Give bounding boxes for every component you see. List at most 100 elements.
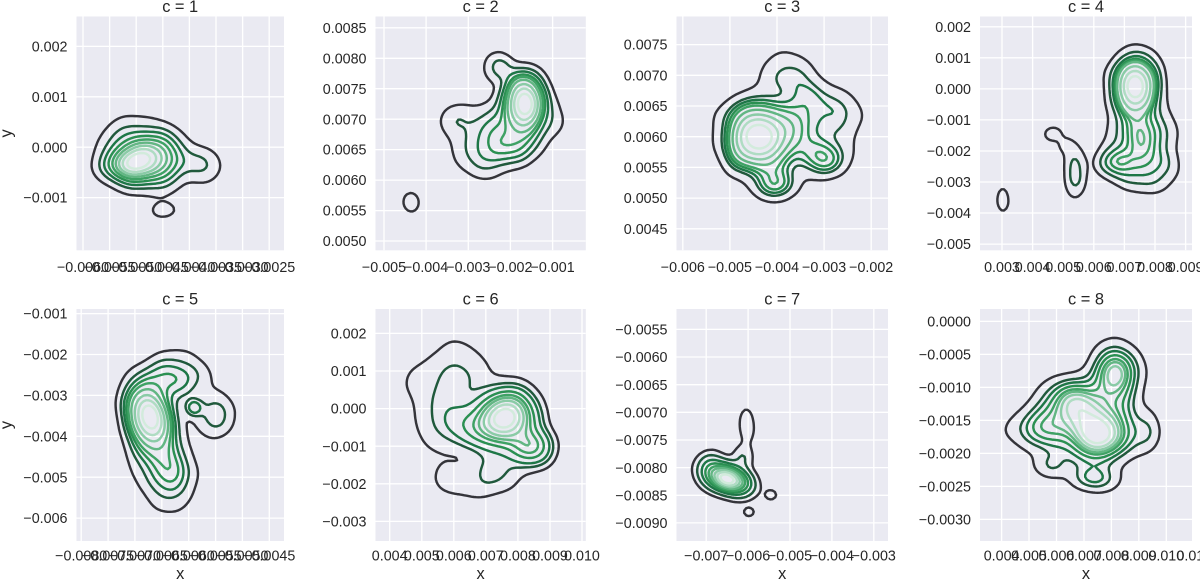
svg-text:0.005: 0.005 [1011, 549, 1047, 565]
svg-text:0.002: 0.002 [331, 327, 367, 343]
svg-text:x: x [176, 565, 185, 582]
svg-text:0.004: 0.004 [984, 549, 1020, 565]
svg-text:0.009: 0.009 [532, 549, 568, 565]
svg-text:c = 7: c = 7 [764, 291, 800, 309]
svg-text:−0.0090: −0.0090 [615, 516, 667, 532]
svg-text:0.000: 0.000 [32, 140, 68, 156]
svg-text:−0.0035: −0.0035 [190, 260, 242, 276]
svg-text:0.005: 0.005 [404, 549, 440, 565]
svg-text:0.0070: 0.0070 [323, 112, 367, 128]
svg-text:0.0065: 0.0065 [323, 143, 367, 159]
svg-text:0.0000: 0.0000 [927, 315, 971, 331]
svg-text:0.009: 0.009 [1168, 260, 1200, 276]
svg-text:0.0060: 0.0060 [323, 173, 367, 189]
svg-text:−0.006: −0.006 [726, 549, 770, 565]
svg-text:−0.005: −0.005 [927, 237, 971, 253]
svg-text:−0.004: −0.004 [927, 206, 971, 222]
svg-text:−0.002: −0.002 [322, 477, 366, 493]
svg-text:−0.001: −0.001 [927, 113, 971, 129]
svg-text:x: x [476, 565, 485, 582]
svg-text:−0.0080: −0.0080 [615, 461, 667, 477]
svg-text:0.007: 0.007 [1107, 260, 1143, 276]
svg-text:−0.0070: −0.0070 [615, 405, 667, 421]
svg-text:x: x [1082, 565, 1091, 582]
svg-text:−0.0070: −0.0070 [109, 549, 161, 565]
svg-text:0.000: 0.000 [331, 402, 367, 418]
svg-text:−0.004: −0.004 [755, 260, 799, 276]
svg-text:−0.0060: −0.0060 [57, 260, 109, 276]
svg-text:0.0075: 0.0075 [323, 82, 367, 98]
svg-text:−0.003: −0.003 [852, 549, 896, 565]
svg-text:0.010: 0.010 [1148, 549, 1184, 565]
svg-text:−0.0045: −0.0045 [137, 260, 189, 276]
svg-text:c = 4: c = 4 [1068, 0, 1104, 16]
svg-text:0.0080: 0.0080 [323, 51, 367, 67]
svg-text:−0.002: −0.002 [927, 144, 971, 160]
svg-text:−0.002: −0.002 [488, 260, 532, 276]
svg-text:0.006: 0.006 [1076, 260, 1112, 276]
svg-text:−0.0050: −0.0050 [216, 549, 268, 565]
svg-text:−0.0025: −0.0025 [919, 480, 971, 496]
svg-text:y: y [0, 420, 16, 429]
svg-text:−0.004: −0.004 [810, 549, 854, 565]
svg-text:0.004: 0.004 [372, 549, 408, 565]
svg-text:−0.003: −0.003 [927, 175, 971, 191]
svg-text:c = 5: c = 5 [162, 291, 198, 309]
svg-text:c = 8: c = 8 [1068, 291, 1104, 309]
svg-text:0.0060: 0.0060 [624, 130, 668, 146]
svg-text:−0.0015: −0.0015 [919, 414, 971, 430]
svg-text:0.0050: 0.0050 [624, 191, 668, 207]
svg-text:−0.0055: −0.0055 [84, 260, 136, 276]
svg-text:−0.0075: −0.0075 [82, 549, 134, 565]
svg-text:−0.0060: −0.0060 [615, 350, 667, 366]
svg-text:0.008: 0.008 [1137, 260, 1173, 276]
svg-text:−0.004: −0.004 [23, 429, 67, 445]
svg-text:−0.001: −0.001 [531, 260, 575, 276]
svg-text:0.0055: 0.0055 [323, 204, 367, 220]
svg-text:−0.0045: −0.0045 [243, 549, 295, 565]
svg-text:−0.005: −0.005 [362, 260, 406, 276]
svg-text:−0.003: −0.003 [446, 260, 490, 276]
svg-text:−0.001: −0.001 [23, 307, 67, 323]
svg-text:−0.004: −0.004 [404, 260, 448, 276]
svg-text:0.005: 0.005 [1045, 260, 1081, 276]
svg-text:−0.0005: −0.0005 [919, 348, 971, 364]
svg-text:−0.002: −0.002 [23, 348, 67, 364]
svg-text:c = 6: c = 6 [463, 291, 499, 309]
svg-text:0.008: 0.008 [1094, 549, 1130, 565]
svg-text:−0.0065: −0.0065 [136, 549, 188, 565]
svg-text:0.0050: 0.0050 [323, 234, 367, 250]
svg-text:−0.0040: −0.0040 [163, 260, 215, 276]
svg-text:−0.005: −0.005 [708, 260, 752, 276]
svg-text:0.001: 0.001 [331, 364, 367, 380]
svg-text:−0.0055: −0.0055 [615, 323, 667, 339]
svg-text:0.006: 0.006 [436, 549, 472, 565]
svg-text:0.002: 0.002 [935, 20, 971, 36]
svg-text:−0.0030: −0.0030 [919, 513, 971, 529]
svg-text:0.0070: 0.0070 [624, 68, 668, 84]
svg-text:0.001: 0.001 [935, 51, 971, 67]
svg-text:0.0065: 0.0065 [624, 99, 668, 115]
svg-text:0.002: 0.002 [32, 40, 68, 56]
svg-text:−0.006: −0.006 [23, 511, 67, 527]
svg-text:−0.005: −0.005 [23, 470, 67, 486]
svg-text:−0.0080: −0.0080 [55, 549, 107, 565]
svg-text:−0.005: −0.005 [768, 549, 812, 565]
svg-text:0.007: 0.007 [1066, 549, 1102, 565]
svg-text:0.0055: 0.0055 [624, 161, 668, 177]
svg-text:−0.003: −0.003 [802, 260, 846, 276]
svg-text:−0.001: −0.001 [322, 439, 366, 455]
svg-text:c = 1: c = 1 [162, 0, 198, 16]
svg-text:0.009: 0.009 [1121, 549, 1157, 565]
svg-text:−0.003: −0.003 [23, 389, 67, 405]
svg-text:0.0085: 0.0085 [323, 21, 367, 37]
svg-text:c = 2: c = 2 [463, 0, 499, 16]
svg-text:0.001: 0.001 [32, 90, 68, 106]
svg-text:0.006: 0.006 [1039, 549, 1075, 565]
svg-text:−0.0085: −0.0085 [615, 488, 667, 504]
svg-text:−0.0020: −0.0020 [919, 447, 971, 463]
svg-text:0.0045: 0.0045 [624, 222, 668, 238]
svg-text:−0.0010: −0.0010 [919, 381, 971, 397]
svg-text:−0.0065: −0.0065 [615, 378, 667, 394]
svg-text:−0.007: −0.007 [684, 549, 728, 565]
